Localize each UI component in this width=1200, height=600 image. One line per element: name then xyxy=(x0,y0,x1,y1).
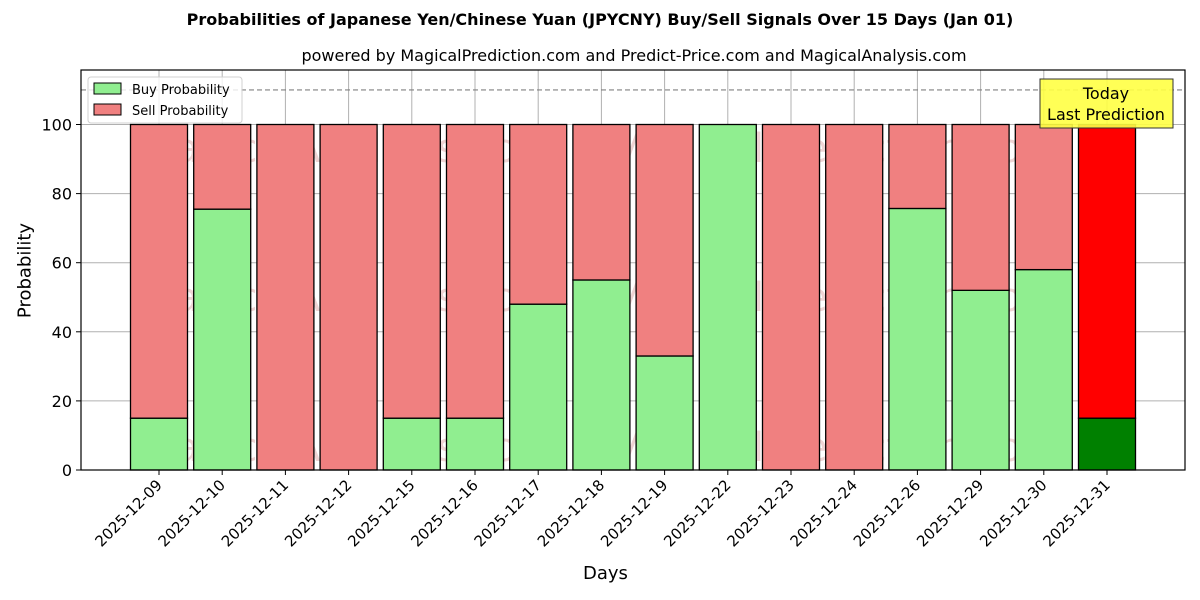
x-tick-label: 2025-12-09 xyxy=(91,476,165,550)
x-tick-label: 2025-12-10 xyxy=(155,476,229,550)
plot-frame xyxy=(80,69,1186,471)
sell-bar xyxy=(256,123,315,471)
sell-bar xyxy=(382,123,441,419)
legend-sell-label: Sell Probability xyxy=(132,104,229,119)
buy-bar xyxy=(1014,268,1073,471)
bar-group xyxy=(761,123,821,471)
sell-bar xyxy=(572,123,631,281)
annotation-line2: Last Prediction xyxy=(1047,105,1165,124)
bar-group xyxy=(951,123,1010,471)
chart-subtitle: powered by MagicalPrediction.com and Pre… xyxy=(301,46,967,65)
y-tick-label: 20 xyxy=(52,392,72,411)
sell-bar xyxy=(193,123,252,210)
annotation-line1: Today xyxy=(1082,84,1129,103)
bar-group xyxy=(129,123,189,471)
x-tick-label: 2025-12-26 xyxy=(850,476,924,550)
sell-bar xyxy=(635,123,694,357)
y-tick-label: 80 xyxy=(52,185,72,204)
x-tick-label: 2025-12-30 xyxy=(976,476,1050,550)
buy-bar xyxy=(888,207,947,471)
bar-group xyxy=(825,123,884,471)
sell-bar xyxy=(129,123,189,419)
bar-group xyxy=(193,123,252,471)
bar-group xyxy=(572,123,631,471)
y-tick-label: 40 xyxy=(52,323,72,342)
buy-bar xyxy=(129,417,189,471)
buy-bar xyxy=(1077,417,1137,471)
chart-title: Probabilities of Japanese Yen/Chinese Yu… xyxy=(186,10,1014,29)
x-tick-label: 2025-12-17 xyxy=(471,476,545,550)
bar-group xyxy=(635,123,694,471)
sell-bar xyxy=(888,123,947,210)
legend-buy-swatch xyxy=(93,82,122,95)
x-tick-label: 2025-12-11 xyxy=(218,476,292,550)
bar-group xyxy=(256,123,315,471)
buy-bar xyxy=(698,123,757,471)
y-tick-label: 100 xyxy=(41,116,72,135)
x-tick-label: 2025-12-18 xyxy=(534,476,608,550)
sell-bar xyxy=(951,123,1010,291)
x-tick-label: 2025-12-19 xyxy=(597,476,671,550)
legend-sell-swatch xyxy=(93,103,122,116)
x-tick-label: 2025-12-24 xyxy=(787,476,861,550)
buy-bar xyxy=(193,208,252,471)
bar-group xyxy=(1014,123,1073,471)
bar-group xyxy=(888,123,947,471)
x-tick-label: 2025-12-12 xyxy=(281,476,355,550)
x-tick-label: 2025-12-15 xyxy=(344,476,418,550)
legend-buy-label: Buy Probability xyxy=(132,83,230,98)
bar-group xyxy=(445,123,505,471)
bars xyxy=(129,123,1137,471)
today-annotation: Today Last Prediction xyxy=(1039,78,1174,129)
sell-bar xyxy=(761,123,821,471)
bar-group xyxy=(1077,123,1137,471)
bar-group xyxy=(319,123,378,471)
buy-bar xyxy=(445,417,505,471)
sell-bar xyxy=(1014,123,1073,271)
buy-bar xyxy=(951,289,1010,471)
bar-group xyxy=(698,123,757,471)
x-tick-label: 2025-12-23 xyxy=(723,476,797,550)
legend: Buy Probability Sell Probability xyxy=(87,76,243,124)
y-tick-label: 0 xyxy=(62,461,72,480)
sell-bar xyxy=(825,123,884,471)
x-tick-label: 2025-12-22 xyxy=(660,476,734,550)
sell-bar xyxy=(509,123,568,305)
x-tick-label: 2025-12-31 xyxy=(1039,476,1113,550)
x-tick-label: 2025-12-29 xyxy=(913,476,987,550)
bar-group xyxy=(509,123,568,471)
buy-bar xyxy=(509,303,568,471)
x-tick-label: 2025-12-16 xyxy=(407,476,481,550)
buy-bar xyxy=(572,279,631,471)
x-axis-label: Days xyxy=(583,563,628,584)
y-tick-label: 60 xyxy=(52,254,72,273)
sell-bar xyxy=(445,123,505,419)
buy-bar xyxy=(635,355,694,471)
buy-bar xyxy=(382,417,441,471)
bar-group xyxy=(382,123,441,471)
sell-bar xyxy=(1077,123,1137,419)
sell-bar xyxy=(319,123,378,471)
